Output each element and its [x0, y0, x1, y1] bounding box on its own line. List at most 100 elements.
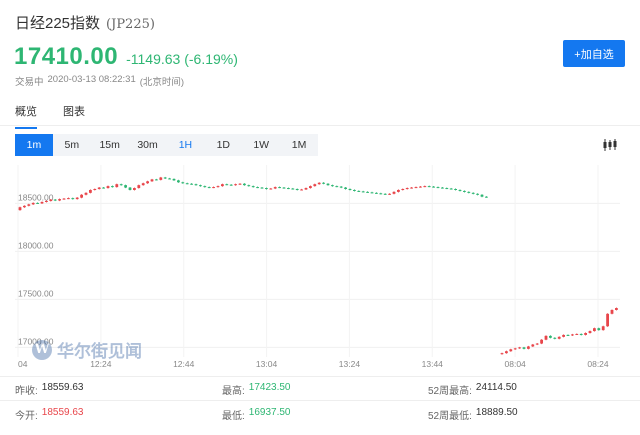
candle-body	[414, 187, 418, 189]
candle-body	[155, 179, 158, 181]
candle-body	[527, 346, 530, 349]
candle-body	[67, 198, 70, 200]
tab-overview[interactable]: 概览	[15, 103, 37, 129]
candle-body	[353, 189, 356, 191]
tab-chart[interactable]: 图表	[63, 106, 85, 118]
candle-body	[137, 185, 141, 189]
period-15m[interactable]: 15m	[99, 139, 120, 151]
candle-body	[331, 185, 334, 187]
price-change: -1149.63 (-6.19%)	[126, 51, 238, 67]
candle-body	[269, 188, 273, 190]
candle-body	[141, 183, 145, 186]
x-tick-label: 08:24	[587, 359, 609, 369]
stat-value: 18559.63	[41, 407, 84, 418]
candle-body	[513, 348, 517, 350]
period-1h[interactable]: 1H	[178, 139, 193, 151]
candle-body	[419, 186, 422, 188]
candle-body	[401, 189, 405, 190]
candle-body	[89, 189, 92, 193]
stat-value: 17423.50	[248, 382, 291, 393]
candle-body	[339, 186, 343, 188]
candle-body	[40, 201, 44, 204]
stat-52w-low: 52周最低: 18889.50	[428, 407, 518, 422]
candle-body	[449, 188, 453, 190]
period-1mo[interactable]: 1M	[291, 139, 307, 151]
instrument-code: (JP225)	[106, 17, 155, 32]
candle-body	[326, 183, 330, 186]
stat-prev-close: 昨收: 18559.63	[15, 382, 84, 397]
candle-body	[212, 187, 215, 189]
chart-type-button[interactable]	[597, 136, 623, 154]
candle-body	[203, 186, 207, 188]
status-row: 交易中 2020-03-13 08:22:31 (北京时间)	[15, 74, 184, 88]
candle-body	[500, 353, 504, 355]
candle-body	[480, 194, 484, 197]
candle-body	[102, 187, 105, 189]
candle-body	[75, 197, 79, 200]
stats-divider-top	[0, 376, 640, 377]
candle-body	[397, 189, 400, 192]
candle-body	[111, 186, 114, 188]
period-1m[interactable]: 1m	[15, 134, 53, 156]
candle-body	[291, 188, 295, 190]
x-tick-label: 04	[18, 359, 28, 369]
period-30m[interactable]: 30m	[137, 139, 158, 151]
update-timestamp: 2020-03-13 08:22:31	[47, 74, 136, 85]
candle-body	[588, 331, 592, 333]
candle-body	[432, 186, 435, 188]
candle-body	[238, 183, 242, 185]
candle-body	[518, 347, 521, 349]
candle-body	[584, 333, 587, 335]
candle-body	[115, 184, 119, 188]
add-to-watchlist-button[interactable]: +加自选	[563, 40, 625, 67]
candle-body	[606, 313, 609, 327]
candle-body	[278, 187, 281, 189]
stat-label: 52周最高:	[428, 386, 472, 397]
stat-open: 今开: 18559.63	[15, 407, 84, 422]
watermark: W 华尔街见闻	[32, 337, 142, 362]
x-tick-label: 12:44	[173, 359, 195, 369]
price-row: 17410.00 -1149.63 (-6.19%)	[14, 43, 238, 71]
candle-body	[405, 188, 409, 190]
watermark-logo-icon: W	[32, 339, 52, 360]
period-1w[interactable]: 1W	[253, 139, 270, 151]
candle-body	[509, 349, 513, 352]
candle-body	[71, 198, 75, 200]
instrument-name: 日经225指数	[15, 15, 101, 32]
candle-body	[80, 194, 83, 198]
candle-body	[128, 187, 132, 190]
candle-body	[247, 185, 251, 187]
candle-body	[522, 347, 526, 349]
candle-body	[234, 184, 237, 186]
candle-body	[388, 193, 391, 195]
candle-body	[260, 187, 264, 189]
candle-body	[557, 336, 561, 339]
candle-body	[159, 177, 163, 180]
trading-status: 交易中	[15, 77, 44, 88]
candle-body	[36, 202, 39, 204]
price-chart[interactable]: 18500.00 18000.00 17500.00 17000.00 04 12:24 1…	[0, 160, 640, 372]
candle-body	[410, 187, 413, 189]
candle-body	[593, 328, 596, 332]
candle-body	[282, 187, 286, 189]
candle-body	[273, 187, 277, 189]
candle-body	[463, 190, 466, 192]
candlestick-icon	[603, 139, 617, 151]
y-tick-label: 17500.00	[18, 288, 54, 298]
candle-body	[441, 187, 444, 189]
period-1d[interactable]: 1D	[216, 139, 231, 151]
candle-body	[309, 186, 312, 189]
x-tick-label: 13:44	[422, 359, 444, 369]
candle-body	[540, 339, 543, 344]
candle-body	[181, 182, 185, 184]
candle-body	[133, 188, 136, 190]
candle-body	[221, 184, 224, 187]
candle-body	[344, 187, 347, 189]
period-5m[interactable]: 5m	[64, 139, 80, 151]
candle-body	[505, 351, 508, 354]
candle-body	[375, 192, 378, 194]
candle-body	[370, 192, 374, 194]
candle-body	[58, 199, 61, 201]
candle-body	[27, 204, 31, 206]
candle-body	[571, 334, 574, 336]
